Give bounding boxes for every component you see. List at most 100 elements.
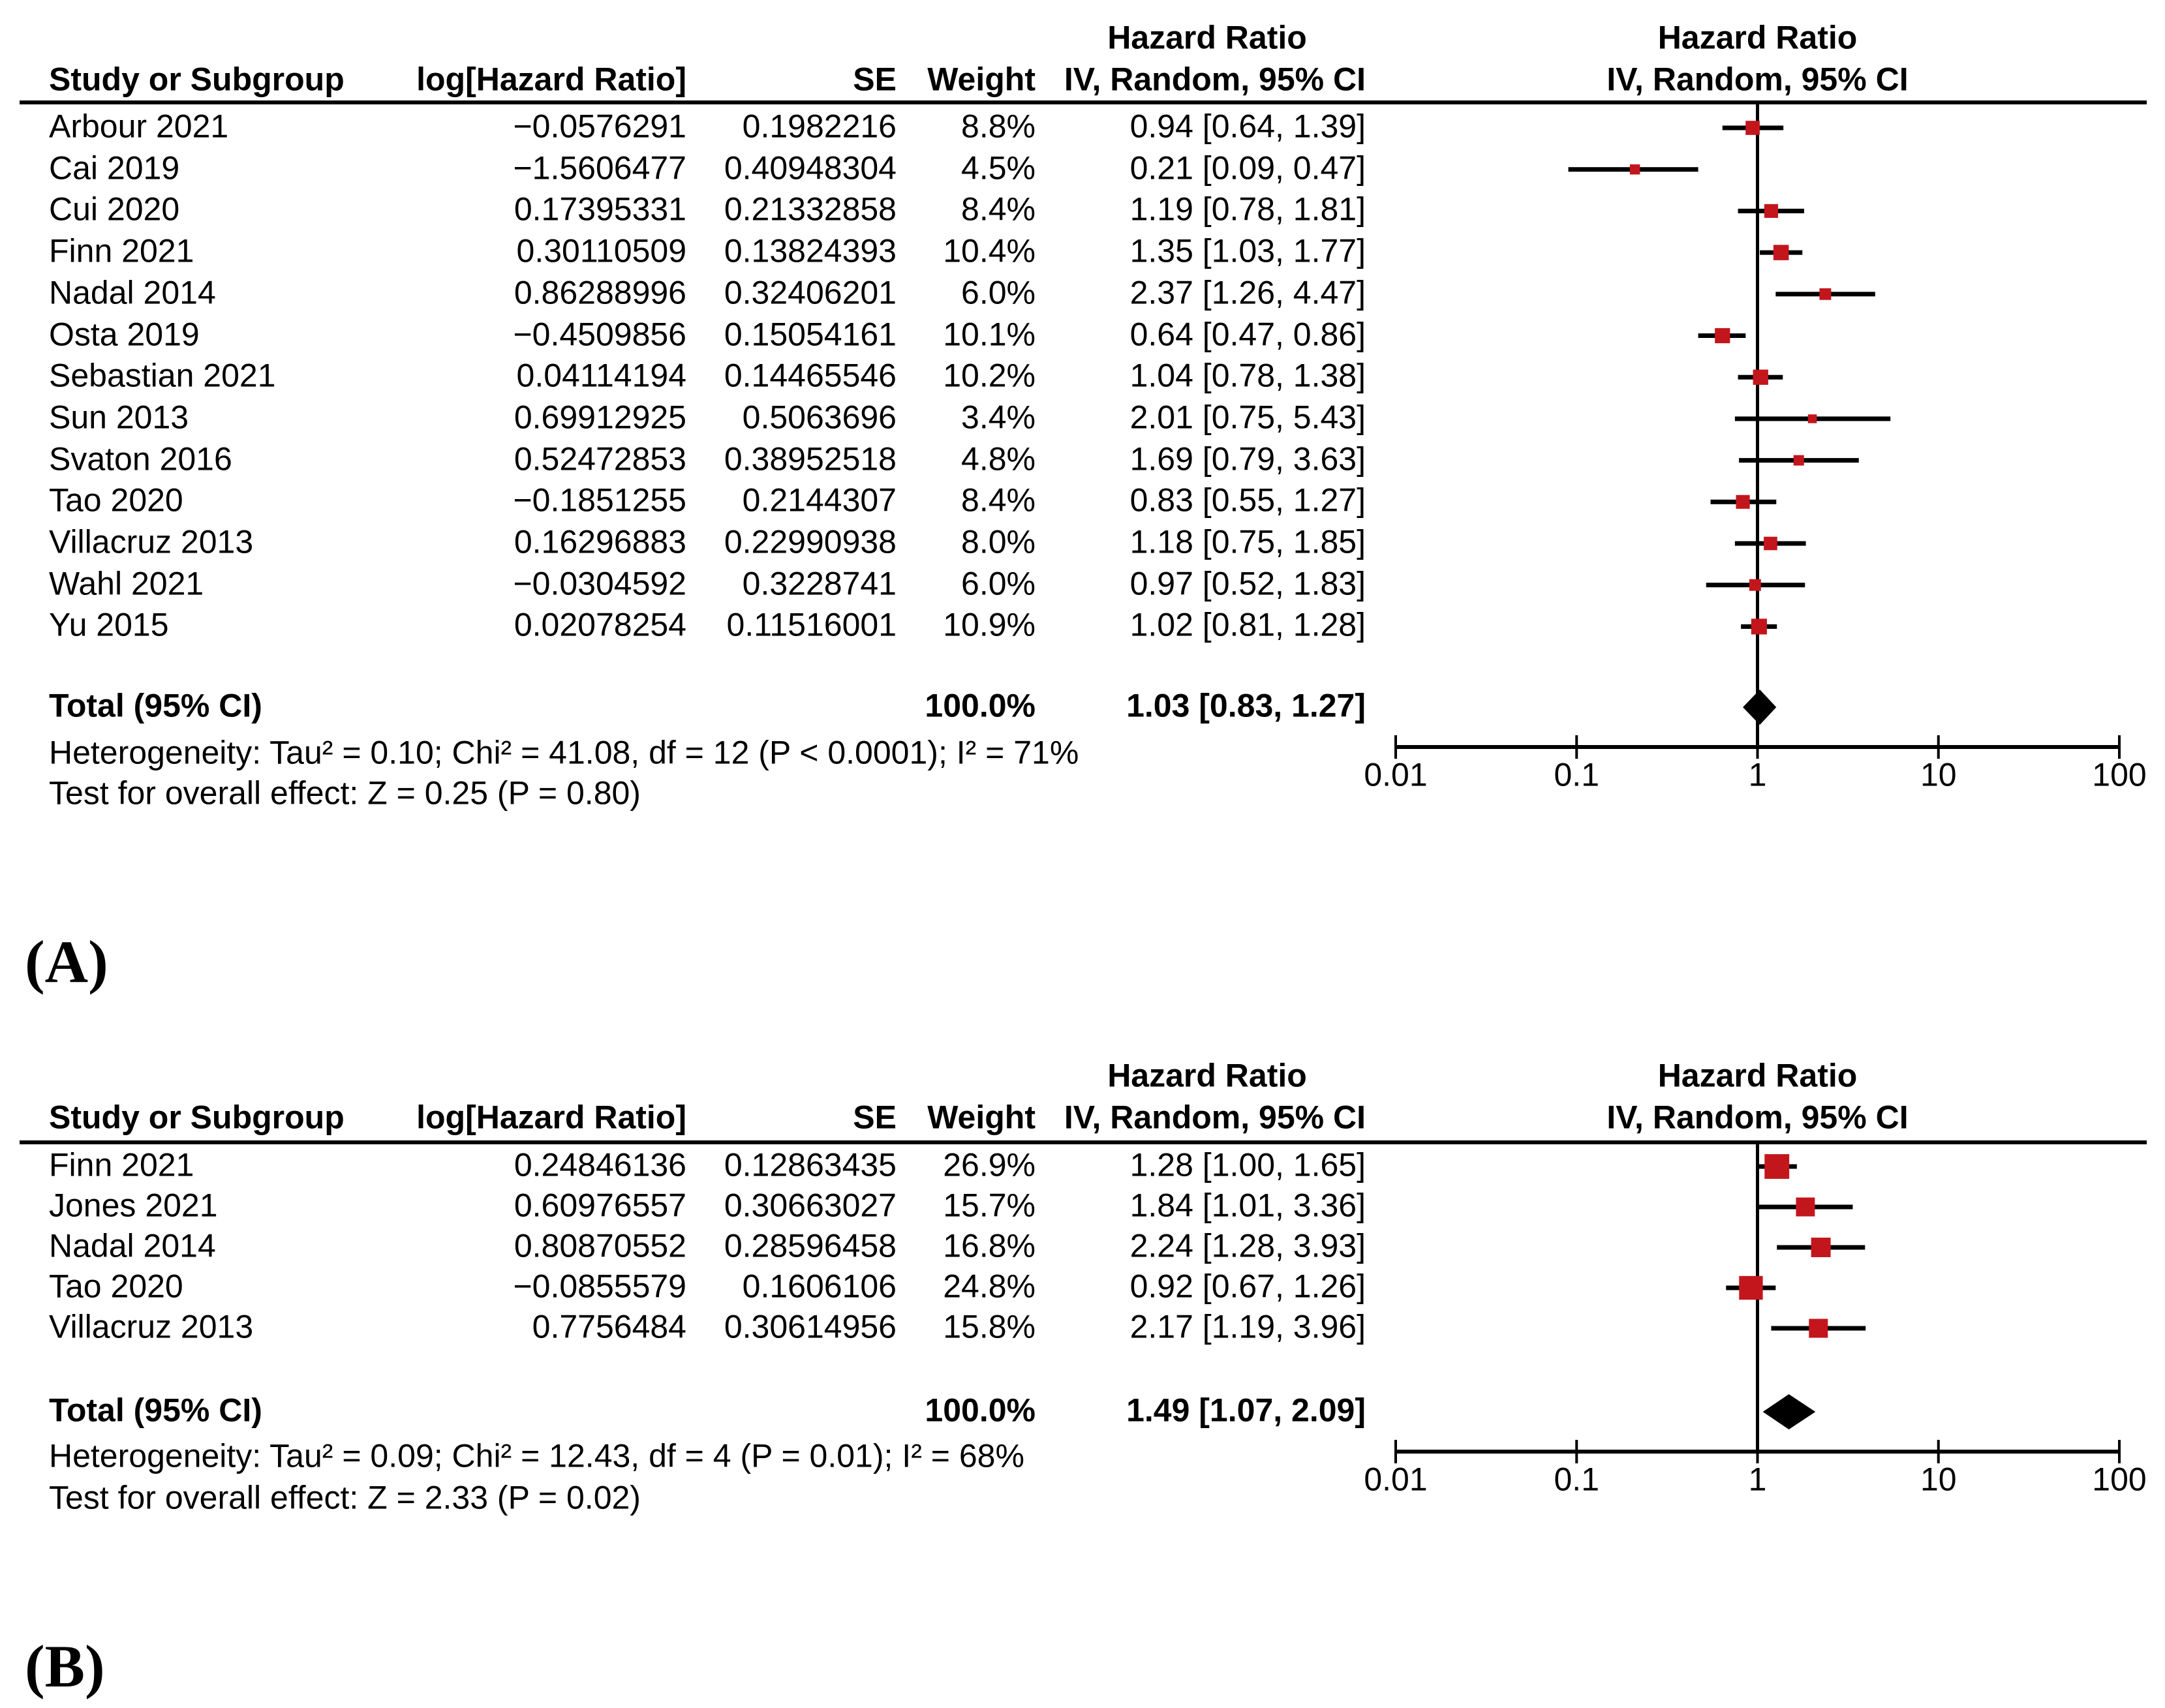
axis-tick [2118,1440,2121,1463]
total-weight: 100.0% [925,1392,1036,1429]
effect-marker [1764,536,1777,551]
study-se: 0.32406201 [724,274,897,311]
total-diamond [1762,1394,1816,1429]
study-name: Tao 2020 [49,1268,183,1305]
axis-tick-label: 0.1 [1554,756,1600,793]
effect-marker [1629,164,1640,175]
study-weight: 15.8% [943,1308,1036,1345]
study-log-hr: −0.0576291 [513,108,686,145]
study-name: Villacruz 2013 [49,1308,254,1345]
study-se: 0.1606106 [742,1268,897,1305]
study-name: Osta 2019 [49,316,200,352]
axis-tick [1937,1440,1940,1463]
study-name: Nadal 2014 [49,274,216,311]
study-name: Jones 2021 [49,1187,218,1224]
column-header-plot-ci: IV, Random, 95% CI [1606,61,1909,98]
header-rule [20,1140,2147,1144]
effect-header-plot: Hazard Ratio [1657,19,1858,56]
study-name: Villacruz 2013 [49,523,254,560]
effect-marker [1793,455,1804,466]
study-se: 0.12863435 [724,1146,897,1183]
study-ci-text: 1.35 [1.03, 1.77] [1129,232,1366,269]
study-ci-text: 1.28 [1.00, 1.65] [1129,1146,1366,1183]
axis-tick-label: 0.01 [1364,756,1428,793]
effect-marker [1739,1275,1763,1300]
header-rule [20,100,2147,104]
total-weight: 100.0% [925,687,1036,724]
heterogeneity-text: Heterogeneity: Tau² = 0.09; Chi² = 12.43… [49,1437,1024,1474]
study-se: 0.2144307 [742,481,897,519]
total-label: Total (95% CI) [49,687,262,724]
effect-marker [1764,1154,1790,1179]
study-name: Sebastian 2021 [49,357,276,394]
study-ci-text: 2.37 [1.26, 4.47] [1129,274,1366,311]
axis-tick [1756,1440,1759,1463]
study-weight: 4.5% [961,149,1036,187]
column-header-weight: Weight [927,61,1036,98]
study-log-hr: −1.5606477 [513,149,686,187]
axis-tick [1575,735,1578,759]
no-effect-center-line [1756,104,1759,747]
study-log-hr: 0.7756484 [532,1308,686,1345]
overall-effect-text: Test for overall effect: Z = 2.33 (P = 0… [49,1479,641,1516]
effect-marker [1745,121,1760,135]
study-ci-text: 1.84 [1.01, 3.36] [1129,1187,1366,1224]
study-log-hr: 0.69912925 [514,399,686,436]
effect-marker [1819,288,1832,300]
effect-marker [1764,204,1779,218]
panel-a-label: (A) [25,928,108,995]
total-diamond [1743,690,1777,725]
study-se: 0.11516001 [726,606,897,643]
study-se: 0.30614956 [724,1308,897,1345]
study-name: Nadal 2014 [49,1227,216,1264]
study-weight: 24.8% [943,1268,1036,1305]
study-weight: 10.4% [943,232,1036,269]
study-se: 0.14465546 [724,357,897,394]
study-ci-text: 0.94 [0.64, 1.39] [1129,108,1366,145]
column-header-study: Study or Subgroup [49,61,345,98]
study-weight: 8.4% [961,191,1036,228]
study-weight: 15.7% [943,1187,1036,1224]
study-weight: 4.8% [961,440,1036,478]
study-ci-text: 1.18 [0.75, 1.85] [1129,523,1366,560]
axis-tick [1394,735,1397,759]
study-se: 0.3228741 [742,565,897,602]
study-se: 0.15054161 [724,316,897,352]
study-ci-text: 1.04 [0.78, 1.38] [1129,357,1366,394]
effect-header-plot: Hazard Ratio [1657,1057,1858,1094]
study-name: Sun 2013 [49,399,189,436]
axis-tick [2118,735,2121,759]
effect-marker [1736,495,1750,509]
axis-tick-label: 0.1 [1554,1461,1600,1498]
study-name: Wahl 2021 [49,565,204,602]
axis-tick-label: 10 [1920,756,1957,793]
column-header-loghr: log[Hazard Ratio] [416,1099,686,1136]
axis-tick-label: 100 [2092,1461,2147,1498]
column-header-study: Study or Subgroup [49,1099,345,1136]
effect-marker [1715,328,1730,344]
study-log-hr: 0.02078254 [514,606,686,643]
study-se: 0.21332858 [724,191,897,228]
study-log-hr: 0.17395331 [514,191,686,228]
study-name: Cui 2020 [49,191,180,228]
effect-marker [1807,414,1817,423]
study-se: 0.13824393 [724,232,897,269]
study-weight: 3.4% [961,399,1036,436]
study-ci-text: 1.19 [0.78, 1.81] [1129,191,1366,228]
study-ci-text: 2.24 [1.28, 3.93] [1129,1227,1366,1264]
column-header-ci: IV, Random, 95% CI [1064,1099,1366,1136]
study-ci-text: 1.02 [0.81, 1.28] [1129,606,1366,643]
effect-marker [1749,579,1761,591]
study-name: Cai 2019 [49,149,180,187]
axis-tick [1394,1440,1397,1463]
study-ci-text: 0.92 [0.67, 1.26] [1129,1268,1366,1305]
column-header-se: SE [853,61,897,98]
study-name: Yu 2015 [49,606,169,643]
study-se: 0.28596458 [724,1227,897,1264]
study-log-hr: 0.30110509 [516,232,686,269]
study-log-hr: −0.4509856 [513,316,686,352]
study-weight: 26.9% [943,1146,1036,1183]
axis-tick [1937,735,1940,759]
axis-tick-label: 0.01 [1364,1461,1428,1498]
study-name: Svaton 2016 [49,440,232,478]
